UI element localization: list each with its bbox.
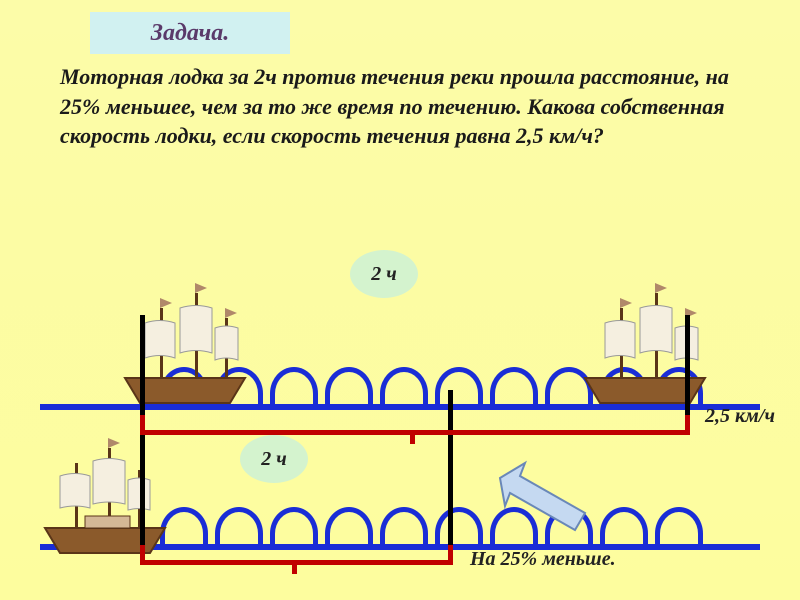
wave-icon [380,367,428,405]
bracket-end [448,545,453,565]
bracket-tick [292,560,297,574]
title-text: Задача. [151,20,229,47]
wave-icon [435,507,483,545]
wave-icon [160,367,208,405]
current-direction-arrow-icon [485,458,595,538]
wave-icon [215,507,263,545]
wave-icon [600,367,648,405]
wave-icon [270,367,318,405]
bracket-tick [410,430,415,444]
wave-icon [325,507,373,545]
wave-icon [655,507,703,545]
water-row-top [40,370,760,410]
bracket-end [140,545,145,565]
wave-icon [325,367,373,405]
bracket-end [685,415,690,435]
time-badge-bottom: 2 ч [240,435,308,483]
distance-bracket-top [140,430,690,435]
wave-icon [600,507,648,545]
wave-icon [215,367,263,405]
wave-icon [490,367,538,405]
wave-icon [545,367,593,405]
title-box: Задача. [90,12,290,54]
current-speed-label: 2,5 км/ч [700,405,780,427]
diagram: 2 ч 2 ч [40,240,760,580]
reduction-label: На 25% меньше. [470,548,616,571]
wave-icon [160,507,208,545]
problem-text: Моторная лодка за 2ч против течения реки… [60,62,750,151]
time-badge-top: 2 ч [350,250,418,298]
wave-icon [655,367,703,405]
wave-icon [270,507,318,545]
distance-marker [448,390,453,550]
wave-icon [435,367,483,405]
water-row-bottom [40,510,760,550]
bracket-end [140,415,145,435]
wave-icon [380,507,428,545]
